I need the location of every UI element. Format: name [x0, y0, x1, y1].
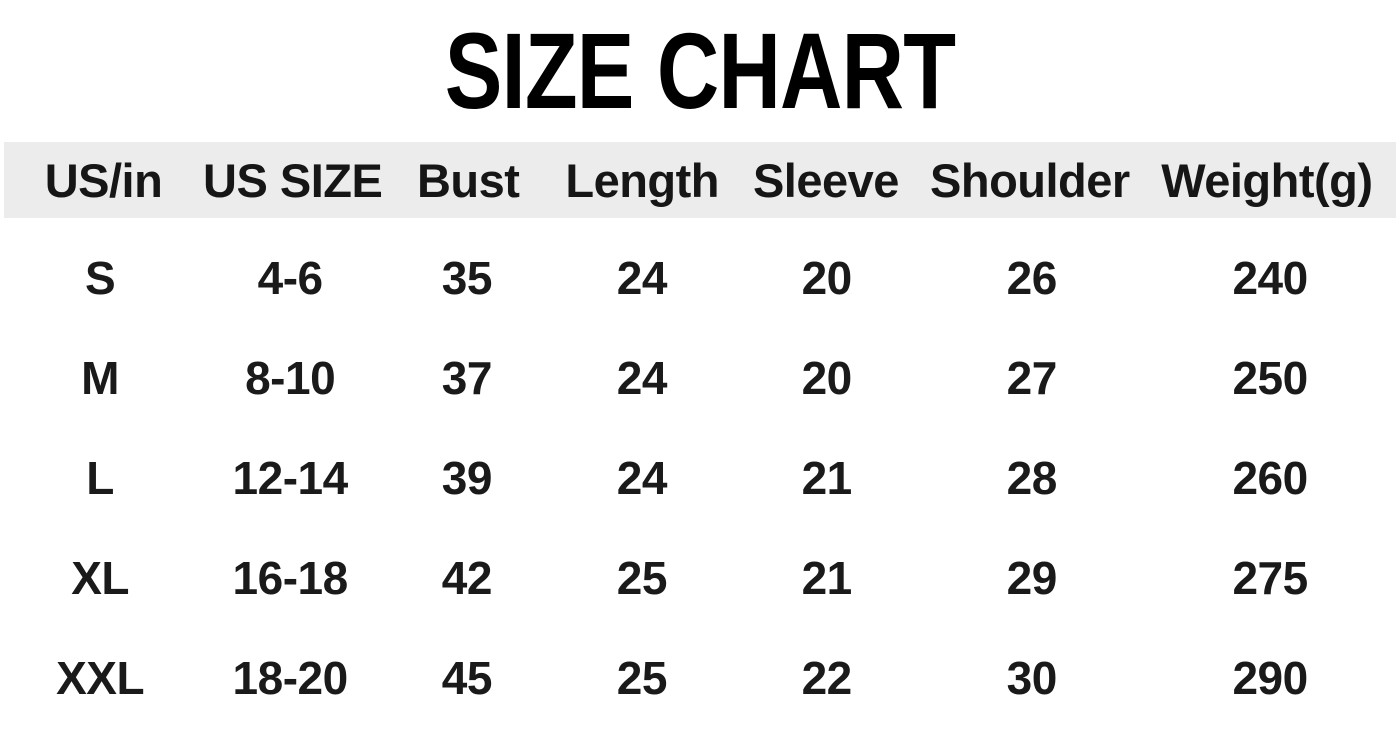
- value-cell: 25: [616, 652, 668, 704]
- header-spacer: [0, 218, 1400, 228]
- value-cell: 18-20: [232, 652, 349, 704]
- value-cell: 8-10: [245, 352, 336, 404]
- value-cell: 42: [441, 552, 493, 604]
- value-cell: 25: [616, 552, 668, 604]
- value-cell: 240: [1232, 252, 1308, 304]
- size-table-body: S 4-6 35 24 20 26 240 M 8-10 37 24 20 27 250 L 12-14 39 2…: [0, 228, 1400, 728]
- value-cell: 39: [441, 452, 493, 504]
- column-header-bust: Bust: [416, 153, 520, 207]
- value-cell: 27: [1006, 352, 1058, 404]
- value-cell: 290: [1232, 652, 1308, 704]
- size-label-cell: S: [85, 252, 116, 304]
- size-label-cell: XXL: [56, 652, 145, 704]
- table-row-m: M 8-10 37 24 20 27 250: [0, 328, 1400, 428]
- value-cell: 45: [441, 652, 493, 704]
- table-header-row: US/in US SIZE Bust Length Sleeve Shoulder Weig…: [4, 142, 1396, 218]
- table-row-xl: XL 16-18 42 25 21 29 275: [0, 528, 1400, 628]
- value-cell: 26: [1006, 252, 1058, 304]
- title-area: SIZE CHART: [0, 0, 1400, 142]
- value-cell: 22: [801, 652, 853, 704]
- value-cell: 20: [801, 352, 853, 404]
- value-cell: 4-6: [257, 252, 323, 304]
- column-header-weight-g: Weight(g): [1161, 153, 1373, 207]
- value-cell: 20: [801, 252, 853, 304]
- value-cell: 16-18: [232, 552, 349, 604]
- value-cell: 24: [616, 352, 668, 404]
- size-label-cell: XL: [71, 552, 129, 604]
- value-cell: 250: [1232, 352, 1308, 404]
- table-row-xxl: XXL 18-20 45 25 22 30 290: [0, 628, 1400, 728]
- value-cell: 28: [1006, 452, 1058, 504]
- size-label-cell: M: [81, 352, 119, 404]
- value-cell: 260: [1232, 452, 1308, 504]
- value-cell: 12-14: [232, 452, 349, 504]
- size-table: US/in US SIZE Bust Length Sleeve Shoulder Weig…: [0, 142, 1400, 728]
- column-header-length: Length: [565, 153, 720, 207]
- value-cell: 37: [441, 352, 493, 404]
- column-header-us-in: US/in: [44, 153, 163, 207]
- column-header-us-size: US SIZE: [203, 153, 383, 207]
- value-cell: 21: [801, 452, 853, 504]
- value-cell: 275: [1232, 552, 1308, 604]
- size-label-cell: L: [86, 452, 114, 504]
- table-row-l: L 12-14 39 24 21 28 260: [0, 428, 1400, 528]
- column-header-sleeve: Sleeve: [752, 153, 899, 207]
- table-row-s: S 4-6 35 24 20 26 240: [0, 228, 1400, 328]
- column-header-shoulder: Shoulder: [930, 153, 1130, 207]
- value-cell: 30: [1006, 652, 1058, 704]
- value-cell: 29: [1006, 552, 1058, 604]
- value-cell: 21: [801, 552, 853, 604]
- page-title: SIZE CHART: [444, 10, 956, 131]
- value-cell: 24: [616, 252, 668, 304]
- value-cell: 24: [616, 452, 668, 504]
- value-cell: 35: [441, 252, 493, 304]
